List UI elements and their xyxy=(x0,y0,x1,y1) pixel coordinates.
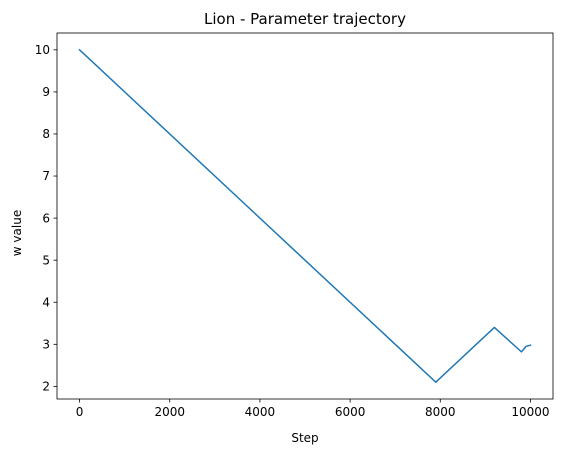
y-tick-label: 10 xyxy=(35,43,50,57)
y-tick-label: 7 xyxy=(42,169,50,183)
y-tick-label: 8 xyxy=(42,127,50,141)
x-axis-label: Step xyxy=(291,431,318,445)
x-tick-label: 0 xyxy=(76,405,84,419)
x-tick-label: 4000 xyxy=(245,405,276,419)
y-axis-label: w value xyxy=(10,210,24,256)
y-tick-label: 5 xyxy=(42,253,50,267)
y-tick-label: 6 xyxy=(42,211,50,225)
x-tick-label: 8000 xyxy=(425,405,456,419)
plot-area: 0 2000 4000 6000 8000 10000 2 3 4 5 6 7 8 9 10 xyxy=(35,32,554,419)
y-tick-label: 9 xyxy=(42,85,50,99)
plot-frame xyxy=(56,32,554,400)
y-tick-label: 4 xyxy=(42,295,50,309)
y-tick-label: 3 xyxy=(42,338,50,352)
y-tick-label: 2 xyxy=(42,380,50,394)
x-tick-label: 10000 xyxy=(511,405,549,419)
chart-title: Lion - Parameter trajectory xyxy=(204,10,406,28)
x-tick-label: 2000 xyxy=(154,405,185,419)
series-line-0 xyxy=(78,48,532,383)
x-tick-label: 6000 xyxy=(335,405,366,419)
